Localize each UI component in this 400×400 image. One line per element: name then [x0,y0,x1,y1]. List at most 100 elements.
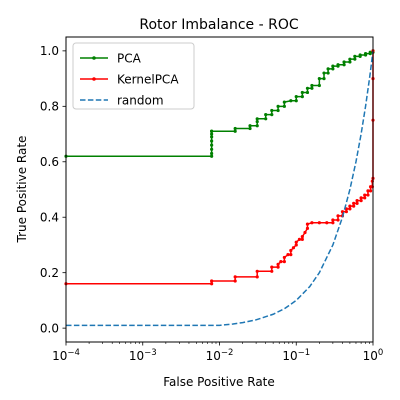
y-tick-label: 0.6 [40,155,59,169]
series-0-point [306,87,309,90]
series-0-point [210,148,213,151]
series-0-point [210,132,213,135]
series-1-point [355,199,358,202]
series-1-point [270,270,273,273]
legend-label-2: random [117,93,164,107]
series-1-point [348,207,351,210]
series-1-point [295,241,298,244]
series-0-point [342,60,345,63]
series-0-point [264,117,267,120]
series-1-point [256,275,259,278]
series-0-point [364,52,367,55]
series-0-point [256,120,259,123]
series-1-point [270,266,273,269]
legend: PCA KernelPCA random [73,43,194,109]
series-1-point [331,218,334,221]
series-1-point [355,202,358,205]
series-1-point [289,253,292,256]
series-0-point [322,77,325,80]
series-0-point [331,65,334,68]
series-1-point [286,253,289,256]
series-0-point [276,109,279,112]
series-0-point [306,91,309,94]
y-tick-label: 0.4 [40,211,59,225]
series-1-point [301,238,304,241]
x-tick-exponent: 0 [378,348,383,358]
series-0-point [283,105,286,108]
series-1-point [234,275,237,278]
x-tick-exponent: −3 [144,348,157,358]
chart-title: Rotor Imbalance - ROC [139,17,299,33]
series-1-point [360,196,363,199]
series-0-point [359,53,362,56]
series-0-point [289,99,292,102]
series-1-point [283,256,286,259]
series-0-point [301,91,304,94]
x-tick-base: 10 [52,349,67,363]
series-1-point [325,221,328,224]
series-1-point [303,231,306,234]
series-0-point [327,67,330,70]
series-0-point [318,84,321,87]
series-1-point [234,279,237,282]
series-1-point [276,263,279,266]
series-0-point [318,77,321,80]
series-1-point [298,238,301,241]
series-0-point [264,113,267,116]
series-0-point [248,127,251,130]
series-1-point [369,189,372,192]
series-0-point [283,101,286,104]
series-1-point [310,221,313,224]
series-1-point [210,282,213,285]
x-tick-exponent: −2 [221,348,234,358]
x-tick-base: 10 [363,349,378,363]
x-tick-base: 10 [129,349,144,363]
series-0-point [295,95,298,98]
series-0-point [234,127,237,130]
legend-marker-0 [92,56,96,60]
series-1-point [352,205,355,208]
series-0-point [256,124,259,127]
legend-label-0: PCA [117,51,142,65]
series-1-point [306,227,309,230]
series-1-point [292,246,295,249]
legend-label-1: KernelPCA [117,72,179,86]
series-0-point [256,117,259,120]
series-0-point [210,139,213,142]
series-0-point [234,130,237,133]
legend-marker-1 [92,77,96,81]
series-1-point [306,223,309,226]
series-0-point [369,51,372,54]
series-0-point [348,60,351,63]
series-1-point [366,193,369,196]
series-0-point [210,135,213,138]
x-tick-exponent: −4 [67,348,80,358]
series-1-point [363,193,366,196]
series-1-point [360,199,363,202]
series-1-point [295,243,298,246]
series-1-point [336,214,339,217]
series-1-point [345,210,348,213]
series-0-point [348,58,351,61]
x-tick-exponent: −1 [298,348,311,358]
series-0-point [295,99,298,102]
series-0-point [301,95,304,98]
series-0-point [310,87,313,90]
series-1-point [318,221,321,224]
series-1-point [210,279,213,282]
series-0-point [310,84,313,87]
series-0-point [210,144,213,147]
series-0-point [353,55,356,58]
series-0-point [353,58,356,61]
series-1-point [256,270,259,273]
series-1-point [352,202,355,205]
x-tick-base: 10 [282,349,297,363]
series-0-point [210,130,213,133]
series-0-point [336,63,339,66]
series-1-point [301,235,304,238]
series-0-point [270,109,273,112]
series-1-point [283,260,286,263]
series-0-point [210,152,213,155]
y-tick-label: 0.8 [40,100,59,114]
